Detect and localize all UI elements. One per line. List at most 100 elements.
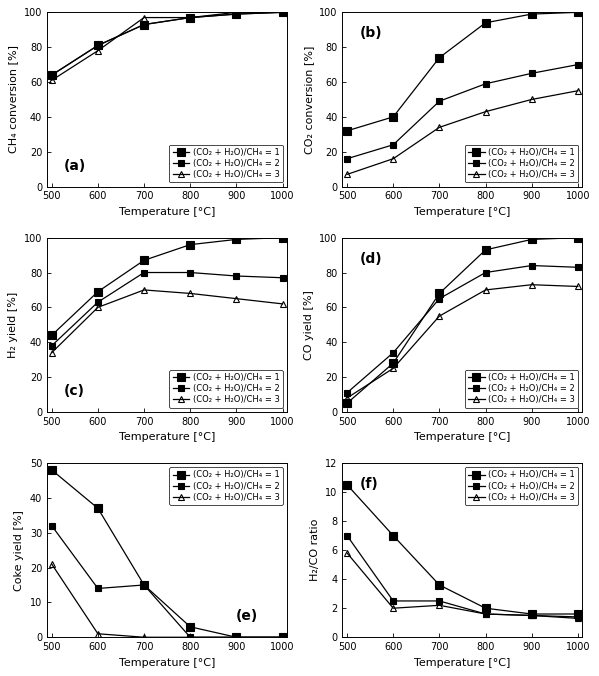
(CO₂ + H₂O)/CH₄ = 3 — [94, 47, 101, 55]
(CO₂ + H₂O)/CH₄ = 3 — [574, 283, 582, 291]
(CO₂ + H₂O)/CH₄ = 3 — [436, 123, 443, 131]
(CO₂ + H₂O)/CH₄ = 1 — [389, 531, 397, 539]
(CO₂ + H₂O)/CH₄ = 2 — [187, 14, 194, 22]
(CO₂ + H₂O)/CH₄ = 1 — [233, 235, 240, 243]
(CO₂ + H₂O)/CH₄ = 2 — [187, 268, 194, 276]
Line: (CO₂ + H₂O)/CH₄ = 3: (CO₂ + H₂O)/CH₄ = 3 — [344, 550, 582, 622]
(CO₂ + H₂O)/CH₄ = 3 — [389, 155, 397, 163]
(CO₂ + H₂O)/CH₄ = 1 — [187, 623, 194, 631]
(CO₂ + H₂O)/CH₄ = 1 — [528, 10, 536, 18]
Y-axis label: H₂/CO ratio: H₂/CO ratio — [310, 519, 320, 581]
Y-axis label: Coke yield [%]: Coke yield [%] — [14, 510, 25, 591]
(CO₂ + H₂O)/CH₄ = 3 — [94, 304, 101, 312]
(CO₂ + H₂O)/CH₄ = 2 — [389, 597, 397, 605]
(CO₂ + H₂O)/CH₄ = 1 — [48, 466, 55, 474]
(CO₂ + H₂O)/CH₄ = 2 — [389, 349, 397, 357]
(CO₂ + H₂O)/CH₄ = 3 — [279, 8, 286, 16]
(CO₂ + H₂O)/CH₄ = 3 — [574, 614, 582, 623]
(CO₂ + H₂O)/CH₄ = 1 — [94, 287, 101, 295]
X-axis label: Temperature [°C]: Temperature [°C] — [119, 207, 215, 217]
Text: (c): (c) — [64, 384, 85, 398]
(CO₂ + H₂O)/CH₄ = 3 — [482, 610, 489, 618]
(CO₂ + H₂O)/CH₄ = 3 — [279, 633, 286, 642]
(CO₂ + H₂O)/CH₄ = 3 — [343, 394, 350, 402]
(CO₂ + H₂O)/CH₄ = 1 — [94, 41, 101, 49]
Legend: (CO₂ + H₂O)/CH₄ = 1, (CO₂ + H₂O)/CH₄ = 2, (CO₂ + H₂O)/CH₄ = 3: (CO₂ + H₂O)/CH₄ = 1, (CO₂ + H₂O)/CH₄ = 2… — [465, 370, 578, 408]
Line: (CO₂ + H₂O)/CH₄ = 2: (CO₂ + H₂O)/CH₄ = 2 — [49, 523, 285, 640]
(CO₂ + H₂O)/CH₄ = 2 — [528, 611, 536, 619]
X-axis label: Temperature [°C]: Temperature [°C] — [119, 433, 215, 442]
(CO₂ + H₂O)/CH₄ = 1 — [48, 331, 55, 339]
(CO₂ + H₂O)/CH₄ = 1 — [436, 581, 443, 589]
(CO₂ + H₂O)/CH₄ = 2 — [436, 597, 443, 605]
(CO₂ + H₂O)/CH₄ = 1 — [436, 289, 443, 297]
Line: (CO₂ + H₂O)/CH₄ = 2: (CO₂ + H₂O)/CH₄ = 2 — [344, 62, 580, 162]
Line: (CO₂ + H₂O)/CH₄ = 1: (CO₂ + H₂O)/CH₄ = 1 — [48, 9, 286, 79]
(CO₂ + H₂O)/CH₄ = 3 — [389, 364, 397, 372]
(CO₂ + H₂O)/CH₄ = 3 — [574, 87, 582, 95]
(CO₂ + H₂O)/CH₄ = 1 — [279, 8, 286, 16]
X-axis label: Temperature [°C]: Temperature [°C] — [415, 207, 511, 217]
(CO₂ + H₂O)/CH₄ = 3 — [94, 630, 101, 638]
(CO₂ + H₂O)/CH₄ = 2 — [48, 341, 55, 349]
(CO₂ + H₂O)/CH₄ = 1 — [482, 246, 489, 254]
(CO₂ + H₂O)/CH₄ = 3 — [528, 281, 536, 289]
Line: (CO₂ + H₂O)/CH₄ = 2: (CO₂ + H₂O)/CH₄ = 2 — [344, 533, 580, 620]
(CO₂ + H₂O)/CH₄ = 1 — [140, 581, 147, 589]
(CO₂ + H₂O)/CH₄ = 3 — [343, 170, 350, 178]
(CO₂ + H₂O)/CH₄ = 3 — [187, 14, 194, 22]
Legend: (CO₂ + H₂O)/CH₄ = 1, (CO₂ + H₂O)/CH₄ = 2, (CO₂ + H₂O)/CH₄ = 3: (CO₂ + H₂O)/CH₄ = 1, (CO₂ + H₂O)/CH₄ = 2… — [170, 467, 283, 505]
(CO₂ + H₂O)/CH₄ = 1 — [48, 71, 55, 79]
Y-axis label: CO yield [%]: CO yield [%] — [304, 290, 314, 360]
Text: (d): (d) — [359, 251, 382, 266]
Y-axis label: H₂ yield [%]: H₂ yield [%] — [8, 291, 19, 358]
Text: (b): (b) — [359, 26, 382, 41]
(CO₂ + H₂O)/CH₄ = 1 — [528, 235, 536, 243]
(CO₂ + H₂O)/CH₄ = 2 — [279, 633, 286, 642]
(CO₂ + H₂O)/CH₄ = 3 — [140, 286, 147, 294]
(CO₂ + H₂O)/CH₄ = 1 — [187, 241, 194, 249]
(CO₂ + H₂O)/CH₄ = 1 — [343, 127, 350, 135]
Text: (a): (a) — [64, 159, 86, 172]
Line: (CO₂ + H₂O)/CH₄ = 2: (CO₂ + H₂O)/CH₄ = 2 — [49, 9, 285, 78]
Legend: (CO₂ + H₂O)/CH₄ = 1, (CO₂ + H₂O)/CH₄ = 2, (CO₂ + H₂O)/CH₄ = 3: (CO₂ + H₂O)/CH₄ = 1, (CO₂ + H₂O)/CH₄ = 2… — [465, 467, 578, 505]
Text: (f): (f) — [359, 477, 378, 491]
(CO₂ + H₂O)/CH₄ = 1 — [233, 10, 240, 18]
(CO₂ + H₂O)/CH₄ = 2 — [482, 610, 489, 618]
(CO₂ + H₂O)/CH₄ = 2 — [94, 298, 101, 306]
(CO₂ + H₂O)/CH₄ = 1 — [140, 256, 147, 264]
Line: (CO₂ + H₂O)/CH₄ = 3: (CO₂ + H₂O)/CH₄ = 3 — [344, 87, 582, 178]
X-axis label: Temperature [°C]: Temperature [°C] — [119, 658, 215, 668]
(CO₂ + H₂O)/CH₄ = 2 — [482, 268, 489, 276]
(CO₂ + H₂O)/CH₄ = 3 — [436, 601, 443, 609]
(CO₂ + H₂O)/CH₄ = 2 — [528, 262, 536, 270]
Line: (CO₂ + H₂O)/CH₄ = 3: (CO₂ + H₂O)/CH₄ = 3 — [344, 281, 582, 402]
Line: (CO₂ + H₂O)/CH₄ = 1: (CO₂ + H₂O)/CH₄ = 1 — [48, 466, 286, 641]
Legend: (CO₂ + H₂O)/CH₄ = 1, (CO₂ + H₂O)/CH₄ = 2, (CO₂ + H₂O)/CH₄ = 3: (CO₂ + H₂O)/CH₄ = 1, (CO₂ + H₂O)/CH₄ = 2… — [170, 145, 283, 183]
(CO₂ + H₂O)/CH₄ = 2 — [48, 522, 55, 530]
(CO₂ + H₂O)/CH₄ = 3 — [140, 14, 147, 22]
(CO₂ + H₂O)/CH₄ = 3 — [48, 560, 55, 568]
Line: (CO₂ + H₂O)/CH₄ = 2: (CO₂ + H₂O)/CH₄ = 2 — [49, 270, 285, 349]
(CO₂ + H₂O)/CH₄ = 2 — [140, 268, 147, 276]
(CO₂ + H₂O)/CH₄ = 3 — [140, 633, 147, 642]
Line: (CO₂ + H₂O)/CH₄ = 2: (CO₂ + H₂O)/CH₄ = 2 — [344, 263, 580, 395]
(CO₂ + H₂O)/CH₄ = 3 — [233, 633, 240, 642]
(CO₂ + H₂O)/CH₄ = 1 — [233, 633, 240, 642]
(CO₂ + H₂O)/CH₄ = 3 — [389, 604, 397, 612]
(CO₂ + H₂O)/CH₄ = 3 — [48, 76, 55, 84]
(CO₂ + H₂O)/CH₄ = 1 — [343, 481, 350, 489]
(CO₂ + H₂O)/CH₄ = 1 — [389, 359, 397, 367]
(CO₂ + H₂O)/CH₄ = 1 — [389, 113, 397, 121]
X-axis label: Temperature [°C]: Temperature [°C] — [415, 658, 511, 668]
Line: (CO₂ + H₂O)/CH₄ = 3: (CO₂ + H₂O)/CH₄ = 3 — [49, 560, 286, 641]
Legend: (CO₂ + H₂O)/CH₄ = 1, (CO₂ + H₂O)/CH₄ = 2, (CO₂ + H₂O)/CH₄ = 3: (CO₂ + H₂O)/CH₄ = 1, (CO₂ + H₂O)/CH₄ = 2… — [170, 370, 283, 408]
Y-axis label: CO₂ conversion [%]: CO₂ conversion [%] — [304, 45, 314, 153]
(CO₂ + H₂O)/CH₄ = 1 — [94, 504, 101, 512]
(CO₂ + H₂O)/CH₄ = 3 — [233, 8, 240, 16]
Legend: (CO₂ + H₂O)/CH₄ = 1, (CO₂ + H₂O)/CH₄ = 2, (CO₂ + H₂O)/CH₄ = 3: (CO₂ + H₂O)/CH₄ = 1, (CO₂ + H₂O)/CH₄ = 2… — [465, 145, 578, 183]
(CO₂ + H₂O)/CH₄ = 2 — [436, 295, 443, 303]
Line: (CO₂ + H₂O)/CH₄ = 1: (CO₂ + H₂O)/CH₄ = 1 — [343, 234, 582, 407]
(CO₂ + H₂O)/CH₄ = 1 — [574, 234, 582, 242]
(CO₂ + H₂O)/CH₄ = 2 — [436, 97, 443, 105]
